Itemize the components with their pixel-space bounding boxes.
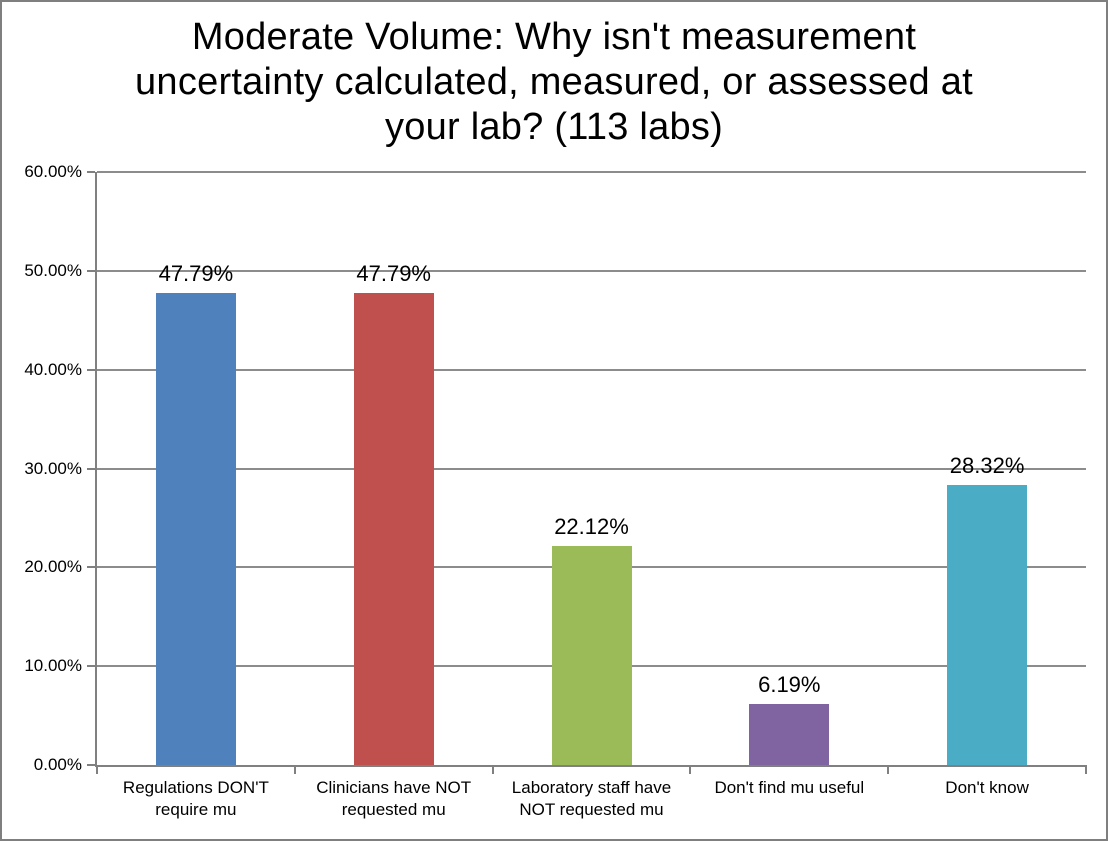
x-axis-tick-mark	[689, 765, 692, 774]
chart-title-line-1: Moderate Volume: Why isn't measurement	[191, 16, 917, 58]
x-axis-tick-mark	[491, 765, 494, 774]
x-axis-tick-mark	[293, 765, 296, 774]
x-axis-tick-mark	[1085, 765, 1087, 774]
bar-value-label: 6.19%	[758, 671, 821, 697]
y-axis-tick-mark	[87, 764, 95, 766]
bar	[749, 703, 830, 765]
y-tick-label: 0.00%	[33, 755, 82, 774]
bar	[551, 546, 632, 765]
x-category-label: Don't find mu useful	[714, 778, 865, 797]
gridline	[97, 171, 1086, 173]
chart-title-line-2: uncertainty calculated, measured, or ass…	[135, 61, 973, 103]
y-tick-label: 10.00%	[24, 656, 82, 676]
y-axis-tick-mark	[87, 566, 95, 569]
chart-title: Moderate Volume: Why isn't measurement u…	[2, 15, 1106, 150]
x-category-label: Clinicians have NOT requested mu	[316, 778, 472, 819]
x-category-label: Regulations DON'T require mu	[122, 778, 269, 819]
bar	[353, 292, 434, 765]
bar-value-label: 47.79%	[356, 260, 431, 286]
y-tick-label: 20.00%	[24, 557, 82, 577]
y-tick-label: 60.00%	[24, 162, 82, 181]
y-axis-tick-mark	[87, 665, 95, 668]
bar	[947, 485, 1028, 765]
bar-value-label: 28.32%	[949, 453, 1025, 479]
gridline	[97, 269, 1086, 272]
x-axis-tick-mark	[96, 765, 98, 774]
x-category-label: Laboratory staff have NOT requested mu	[511, 778, 672, 819]
x-axis-tick-mark	[887, 765, 890, 774]
bar-value-label: 22.12%	[554, 514, 629, 540]
bar-value-label: 47.79%	[158, 260, 234, 286]
y-axis-line	[95, 172, 97, 765]
y-tick-label: 50.00%	[24, 260, 82, 280]
x-category-label: Don't know	[945, 778, 1029, 797]
y-axis-tick-mark	[87, 467, 95, 470]
gridline	[97, 467, 1086, 470]
y-tick-label: 30.00%	[24, 458, 82, 478]
x-axis-line	[95, 765, 1086, 767]
y-axis-tick-mark	[87, 269, 95, 272]
y-tick-label: 40.00%	[24, 359, 82, 379]
y-axis-tick-mark	[87, 368, 95, 371]
bar	[155, 292, 236, 765]
chart-title-line-3: your lab? (113 labs)	[384, 106, 724, 148]
y-axis-tick-mark	[87, 171, 95, 173]
gridline	[97, 368, 1086, 371]
